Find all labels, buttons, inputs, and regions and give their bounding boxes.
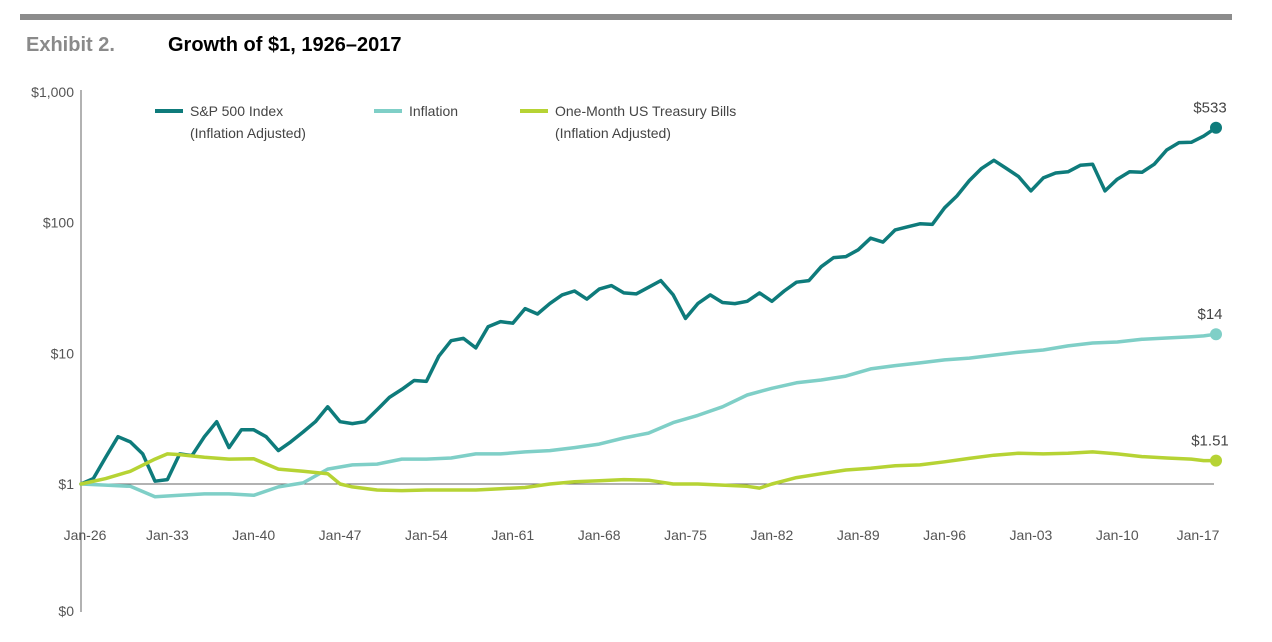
x-tick-label: Jan-68 [578, 527, 621, 543]
legend-label-inflation: Inflation [409, 103, 458, 119]
end-label-sp500: $533 [1193, 100, 1226, 117]
x-tick-label: Jan-75 [664, 527, 707, 543]
axes: $1,000 $100 $10 $1 $0 Jan-26 Jan-33 Jan-40 Jan-4… [31, 84, 1219, 619]
x-tick-label: Jan-17 [1177, 527, 1220, 543]
series-line-sp500 [79, 125, 1218, 486]
y-tick-label: $1,000 [31, 84, 74, 100]
x-tick-label: Jan-33 [146, 527, 189, 543]
legend-label-sp500-line2: (Inflation Adjusted) [190, 125, 306, 141]
end-marker-tbills [1210, 454, 1222, 467]
series-line-tbills [79, 450, 1218, 493]
y-tick-label: $100 [43, 215, 74, 231]
x-tick-label: Jan-40 [232, 527, 275, 543]
x-tick-label: Jan-10 [1096, 527, 1139, 543]
end-label-inflation: $14 [1197, 306, 1222, 323]
x-tick-label: Jan-96 [923, 527, 966, 543]
series-line-inflation [79, 332, 1218, 499]
end-marker-sp500 [1210, 121, 1222, 134]
x-tick-label: Jan-03 [1010, 527, 1053, 543]
x-tick-label: Jan-61 [491, 527, 534, 543]
end-label-tbills: $1.51 [1191, 433, 1229, 450]
legend-label-tbills-line2: (Inflation Adjusted) [555, 125, 671, 141]
x-tick-label: Jan-26 [64, 527, 107, 543]
top-rule [20, 14, 1232, 20]
y-tick-label: $0 [58, 603, 74, 619]
legend-label-tbills: One-Month US Treasury Bills [555, 103, 736, 119]
x-tick-label: Jan-89 [837, 527, 880, 543]
chart-title: Growth of $1, 1926–2017 [168, 34, 402, 56]
x-tick-label: Jan-82 [750, 527, 793, 543]
x-tick-label: Jan-54 [405, 527, 448, 543]
y-tick-label: $1 [58, 476, 74, 492]
legend-label-sp500: S&P 500 Index [190, 103, 283, 119]
x-tick-label: Jan-47 [319, 527, 362, 543]
end-marker-inflation [1210, 328, 1222, 341]
y-tick-label: $10 [51, 345, 75, 361]
legend: S&P 500 Index (Inflation Adjusted) Infla… [155, 103, 736, 141]
exhibit-label: Exhibit 2. [26, 34, 115, 56]
series-lines: $533 $14 $1.51 [79, 100, 1229, 499]
